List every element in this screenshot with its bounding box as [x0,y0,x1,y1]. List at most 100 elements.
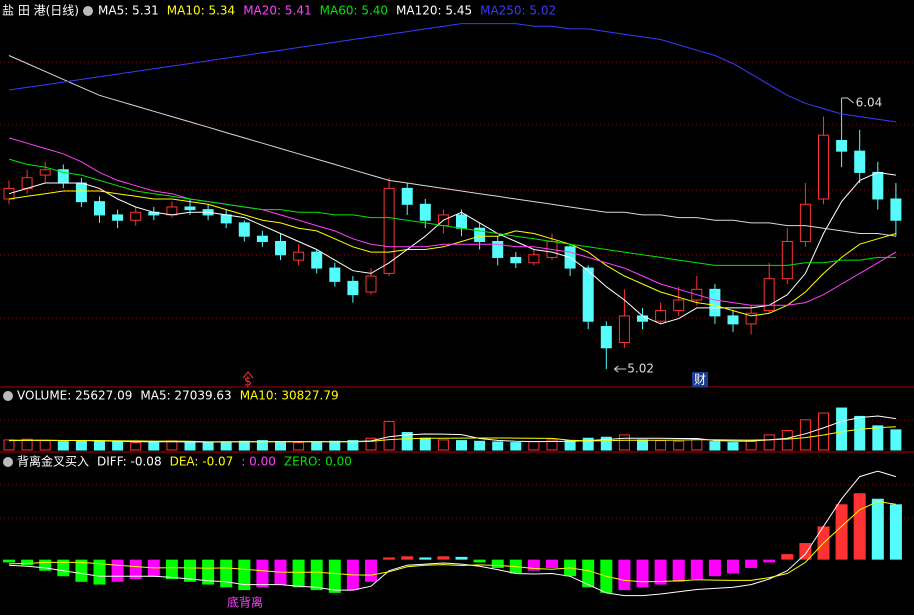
finance-marker-bg [692,372,708,387]
volume-bar [293,442,305,451]
macd-bar [310,559,323,591]
legend-entry: DEA: -0.07 [170,455,234,469]
volume-bar [238,440,250,451]
low-label: 5.02 [627,362,654,376]
legend-entry: MA10: 30827.79 [240,389,339,403]
macd-bar [636,559,649,588]
volume-bar [275,441,286,451]
volume-bar [709,441,721,451]
macd-bar [853,493,866,560]
candle-body [781,241,793,280]
volume-bar [492,441,504,451]
macd-bar [437,556,450,560]
volume-bar [220,441,232,451]
volume-bar [745,440,757,451]
volume-bar [419,437,431,451]
ma-line [8,55,896,237]
ma-line [8,426,896,443]
volume-bar [39,440,51,451]
macd-bar [763,559,776,563]
volume-bar [510,442,522,451]
candle-body [890,198,902,221]
ma-line [8,23,896,123]
macd-bar [165,559,178,580]
volume-bar [872,425,884,451]
candle-body [872,171,884,200]
candle-body [582,267,594,322]
candle-body [130,211,142,221]
macd-bar [419,557,432,560]
candle-body [166,206,178,216]
volume-bar [256,440,268,451]
legend-entry: ZERO: 0.00 [284,455,352,469]
macd-bar [93,559,106,585]
macd-bar [238,559,251,591]
volume-bar [781,430,793,451]
dividend-arrow [242,371,254,379]
finance-marker: 财 [694,373,706,387]
volume-bar [166,440,178,451]
macd-bar [582,559,595,588]
macd-bar [401,556,414,560]
volume-bar [401,432,413,451]
candle-body [275,241,286,256]
candle-body [94,201,105,216]
candle-body [836,140,848,152]
legend-entry: MA5: 5.31 [98,4,159,18]
volume-bar [347,440,359,451]
candle-body [618,315,630,343]
volume-bar [202,442,214,451]
candle-body [112,214,124,221]
volume-bar [112,441,124,451]
macd-bar [129,559,142,580]
macd-bar [491,559,504,568]
volume-bar [474,440,486,451]
volume-bar [75,440,87,451]
menu-icon[interactable] [83,6,93,16]
candle-body [528,254,540,264]
ma-line [8,158,896,266]
candle-body [39,169,51,176]
macd-bar [111,559,124,582]
macd-bar [799,543,812,560]
candle-body [456,214,467,229]
volume-bar [94,440,105,451]
candle-body [799,203,811,243]
macd-bar [455,556,468,560]
ma-line [9,415,896,443]
macd-bar [292,559,305,588]
candle-body [709,288,721,317]
high-label: 6.04 [856,96,883,110]
volume-bar [456,440,467,451]
candle-body [818,134,829,200]
volume-bar [528,441,540,451]
header-icons [3,6,93,467]
macd-bar [546,559,558,568]
candle-body [655,310,667,322]
volume-bar [148,441,160,451]
volume-bar [618,434,630,451]
menu-icon[interactable] [3,457,13,467]
ma-line [8,470,897,597]
legend-entry: 背离金叉买入 [17,454,89,469]
volume-bar [564,440,576,451]
legend-entry: MA120: 5.45 [396,4,472,18]
macd-bar [889,504,902,560]
volume-bar [329,440,341,451]
candle-body [854,150,866,173]
menu-icon[interactable] [3,391,13,401]
ma-line [8,171,896,325]
macd-bar [75,559,88,582]
macd-bar [383,557,396,560]
macd-bar [39,559,52,571]
volume-bar [691,438,703,451]
macd-bar [184,559,196,582]
volume-bar [655,440,667,451]
volume-bar [311,441,323,451]
candle-body [184,206,196,211]
macd-bar [871,498,884,560]
candle-body [21,177,33,189]
legend-entry: : 0.00 [241,455,276,469]
